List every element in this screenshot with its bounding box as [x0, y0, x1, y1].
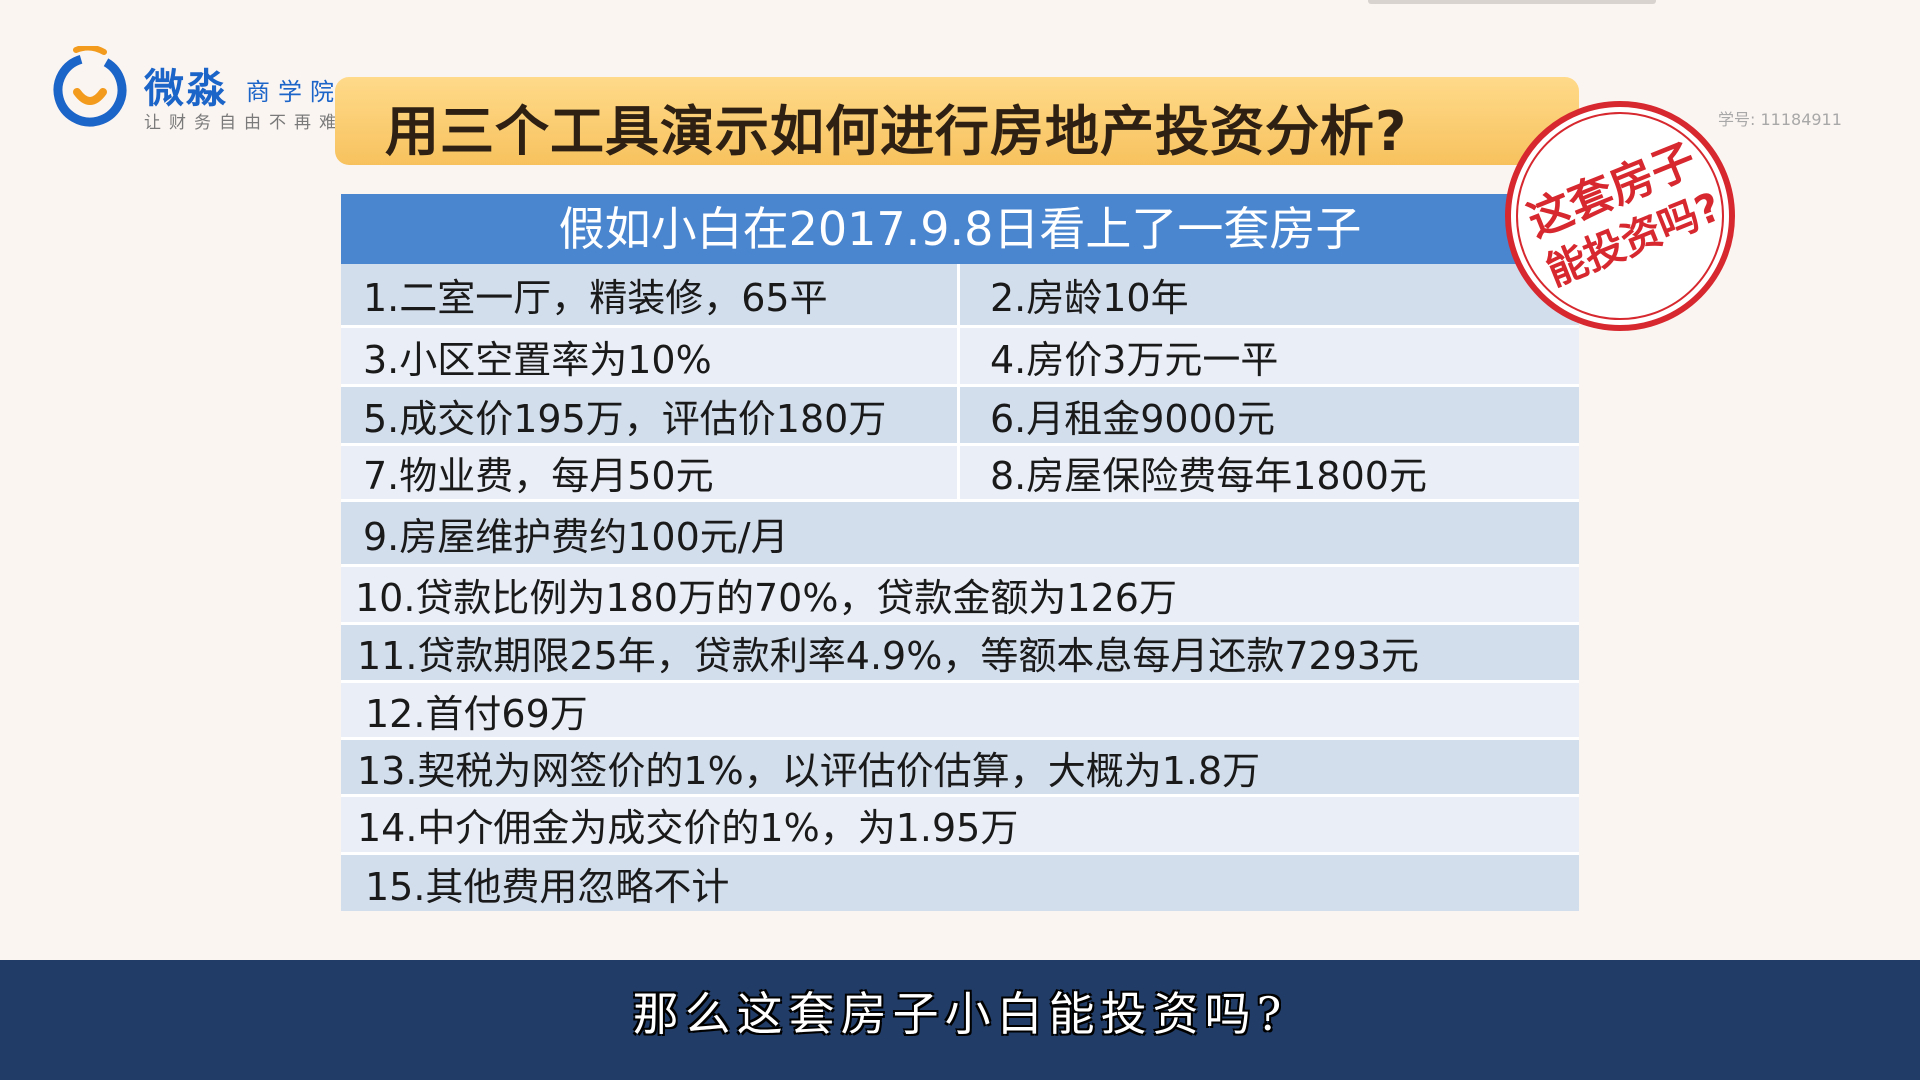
table-header: 假如小白在2017.9.8日看上了一套房子	[341, 194, 1579, 264]
table-cell: 4.房价3万元一平	[990, 337, 1279, 382]
subtitle-caption: 那么这套房子小白能投资吗?	[632, 987, 1288, 1041]
brand-logo: 微淼 商学院 让财务自由不再难	[50, 46, 370, 136]
table-row: 15.其他费用忽略不计	[341, 855, 1579, 911]
top-progress-bar	[1368, 0, 1656, 4]
house-info-table: 假如小白在2017.9.8日看上了一套房子 1.二室一厅，精装修，65平 2.房…	[341, 194, 1579, 911]
table-row: 13.契税为网签价的1%，以评估价估算，大概为1.8万	[341, 740, 1579, 797]
table-cell: 6.月租金9000元	[990, 396, 1275, 441]
table-cell: 13.契税为网签价的1%，以评估价估算，大概为1.8万	[357, 748, 1261, 793]
table-cell: 15.其他费用忽略不计	[365, 864, 730, 909]
table-row: 12.首付69万	[341, 683, 1579, 740]
logo-brand-name: 微淼	[144, 66, 228, 112]
title-banner: 用三个工具演示如何进行房地产投资分析?	[335, 77, 1579, 165]
table-cell: 3.小区空置率为10%	[341, 328, 960, 384]
table-cell: 7.物业费，每月50元	[341, 446, 960, 499]
table-cell: 5.成交价195万，评估价180万	[341, 387, 960, 443]
table-cell: 10.贷款比例为180万的70%，贷款金额为126万	[355, 576, 1177, 620]
logo-ring-icon	[53, 46, 127, 127]
page-title: 用三个工具演示如何进行房地产投资分析?	[385, 100, 1408, 163]
table-row: 1.二室一厅，精装修，65平 2.房龄10年	[341, 264, 1579, 328]
table-cell: 9.房屋维护费约100元/月	[363, 514, 789, 559]
table-cell: 2.房龄10年	[990, 276, 1189, 320]
table-row: 7.物业费，每月50元 8.房屋保险费每年1800元	[341, 446, 1579, 502]
table-row: 11.贷款期限25年，贷款利率4.9%，等额本息每月还款7293元	[341, 625, 1579, 683]
table-row: 9.房屋维护费约100元/月	[341, 502, 1579, 567]
subtitle-bar: 那么这套房子小白能投资吗?	[0, 960, 1920, 1080]
table-cell: 8.房屋保险费每年1800元	[990, 454, 1427, 498]
table-cell: 12.首付69万	[365, 691, 588, 736]
logo-slogan: 让财务自由不再难	[144, 113, 344, 133]
table-cell: 1.二室一厅，精装修，65平	[341, 264, 960, 325]
table-row: 10.贷款比例为180万的70%，贷款金额为126万	[341, 567, 1579, 625]
table-row: 5.成交价195万，评估价180万 6.月租金9000元	[341, 387, 1579, 446]
logo-school-name: 商学院	[246, 78, 342, 106]
table-row: 3.小区空置率为10% 4.房价3万元一平	[341, 328, 1579, 387]
student-number: 学号: 11184911	[1718, 110, 1842, 129]
table-cell: 14.中介佣金为成交价的1%，为1.95万	[357, 806, 1019, 850]
table-cell: 11.贷款期限25年，贷款利率4.9%，等额本息每月还款7293元	[357, 634, 1420, 678]
stamp-seal-icon: 这套房子 能投资吗?	[1505, 101, 1735, 331]
table-row: 14.中介佣金为成交价的1%，为1.95万	[341, 797, 1579, 855]
